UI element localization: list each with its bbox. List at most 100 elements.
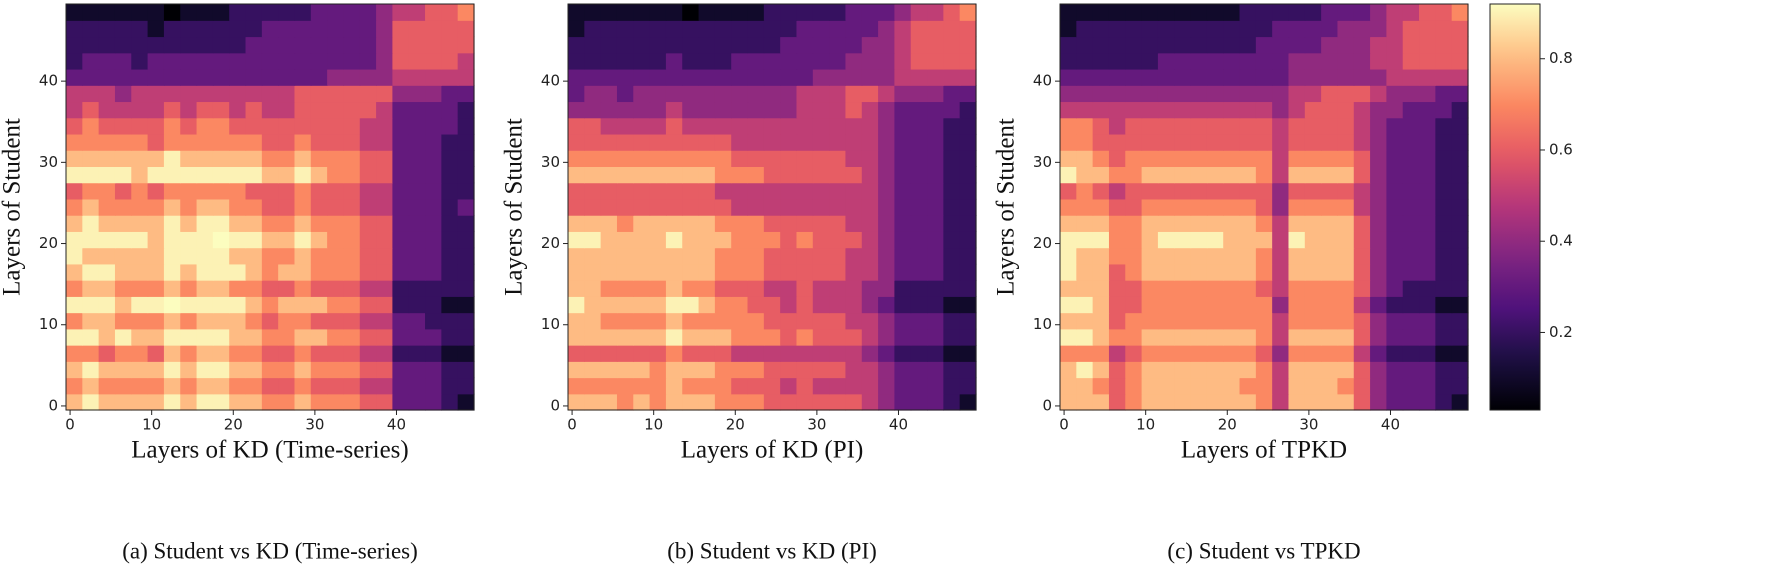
cell xyxy=(1255,263,1273,281)
cell xyxy=(180,182,198,200)
cell xyxy=(1288,4,1306,21)
cell xyxy=(1223,133,1241,151)
cell xyxy=(894,328,912,346)
cell xyxy=(408,101,426,119)
cell xyxy=(163,101,181,119)
cell xyxy=(796,85,814,103)
cell xyxy=(1419,215,1436,232)
cell xyxy=(327,133,345,151)
cell xyxy=(359,133,377,151)
cell xyxy=(1353,296,1371,314)
cell xyxy=(1076,150,1094,167)
cell xyxy=(1370,231,1387,249)
cell xyxy=(261,231,279,249)
cell xyxy=(665,231,683,249)
cell xyxy=(568,361,585,379)
cell xyxy=(698,247,716,265)
cell xyxy=(1190,198,1208,216)
cell xyxy=(180,101,198,119)
cell xyxy=(568,296,585,314)
cell xyxy=(343,133,361,151)
y-tick-label: 40 xyxy=(1033,72,1052,90)
cell xyxy=(894,150,912,167)
cell xyxy=(1272,85,1290,103)
cell xyxy=(343,247,361,265)
cell xyxy=(665,36,683,54)
y-tick-label: 0 xyxy=(1042,396,1052,414)
cell xyxy=(1272,296,1290,314)
cell xyxy=(310,198,328,216)
cell xyxy=(1337,280,1355,297)
cell xyxy=(98,52,116,70)
cell xyxy=(780,4,798,21)
cell xyxy=(568,68,585,86)
cell xyxy=(616,312,634,330)
cell xyxy=(731,231,749,249)
cell xyxy=(910,215,928,232)
cell xyxy=(568,166,585,184)
cell xyxy=(66,361,83,379)
cell xyxy=(294,182,312,200)
cell xyxy=(1157,150,1175,167)
cell xyxy=(665,328,683,346)
cell xyxy=(66,20,83,38)
cell xyxy=(878,36,895,54)
cell xyxy=(812,4,830,21)
cell xyxy=(649,166,667,184)
cell xyxy=(1272,20,1290,38)
cell xyxy=(408,377,426,395)
cell xyxy=(163,296,181,314)
cell xyxy=(633,68,651,86)
cell xyxy=(763,345,781,362)
cell xyxy=(747,182,765,200)
cell xyxy=(327,296,345,314)
cell xyxy=(180,198,198,216)
cell xyxy=(1321,247,1339,265)
cell xyxy=(163,20,181,38)
cell xyxy=(1451,85,1469,103)
cell xyxy=(1451,68,1469,86)
cell xyxy=(457,231,475,249)
cell xyxy=(600,101,618,119)
cell xyxy=(359,263,377,281)
cell xyxy=(943,198,961,216)
cell xyxy=(98,296,116,314)
cell xyxy=(1223,393,1241,411)
cell xyxy=(1076,231,1094,249)
cell xyxy=(665,4,683,21)
cell xyxy=(229,117,247,135)
cell xyxy=(1190,150,1208,167)
cell xyxy=(927,52,944,70)
cell xyxy=(1321,101,1339,119)
cell xyxy=(780,85,798,103)
cell xyxy=(1321,393,1339,411)
cell xyxy=(310,117,328,135)
cell xyxy=(131,101,149,119)
cell xyxy=(927,117,944,135)
cell xyxy=(408,20,426,38)
cell xyxy=(1190,280,1208,297)
cell xyxy=(1108,280,1126,297)
cell xyxy=(763,133,781,151)
cell xyxy=(1076,345,1094,362)
cell xyxy=(457,68,475,86)
cell xyxy=(163,361,181,379)
cell xyxy=(457,4,475,21)
cell xyxy=(229,328,247,346)
cell xyxy=(147,150,165,167)
cell xyxy=(408,52,426,70)
cell xyxy=(584,150,602,167)
cell xyxy=(1353,231,1371,249)
cell xyxy=(731,117,749,135)
cell xyxy=(180,85,198,103)
cell xyxy=(1108,328,1126,346)
cell xyxy=(927,166,944,184)
cell xyxy=(98,101,116,119)
cell xyxy=(1157,68,1175,86)
cell xyxy=(1174,231,1192,249)
cell xyxy=(457,377,475,395)
cell xyxy=(1419,328,1436,346)
cell xyxy=(408,231,426,249)
cell xyxy=(1370,215,1387,232)
cell xyxy=(1402,393,1420,411)
